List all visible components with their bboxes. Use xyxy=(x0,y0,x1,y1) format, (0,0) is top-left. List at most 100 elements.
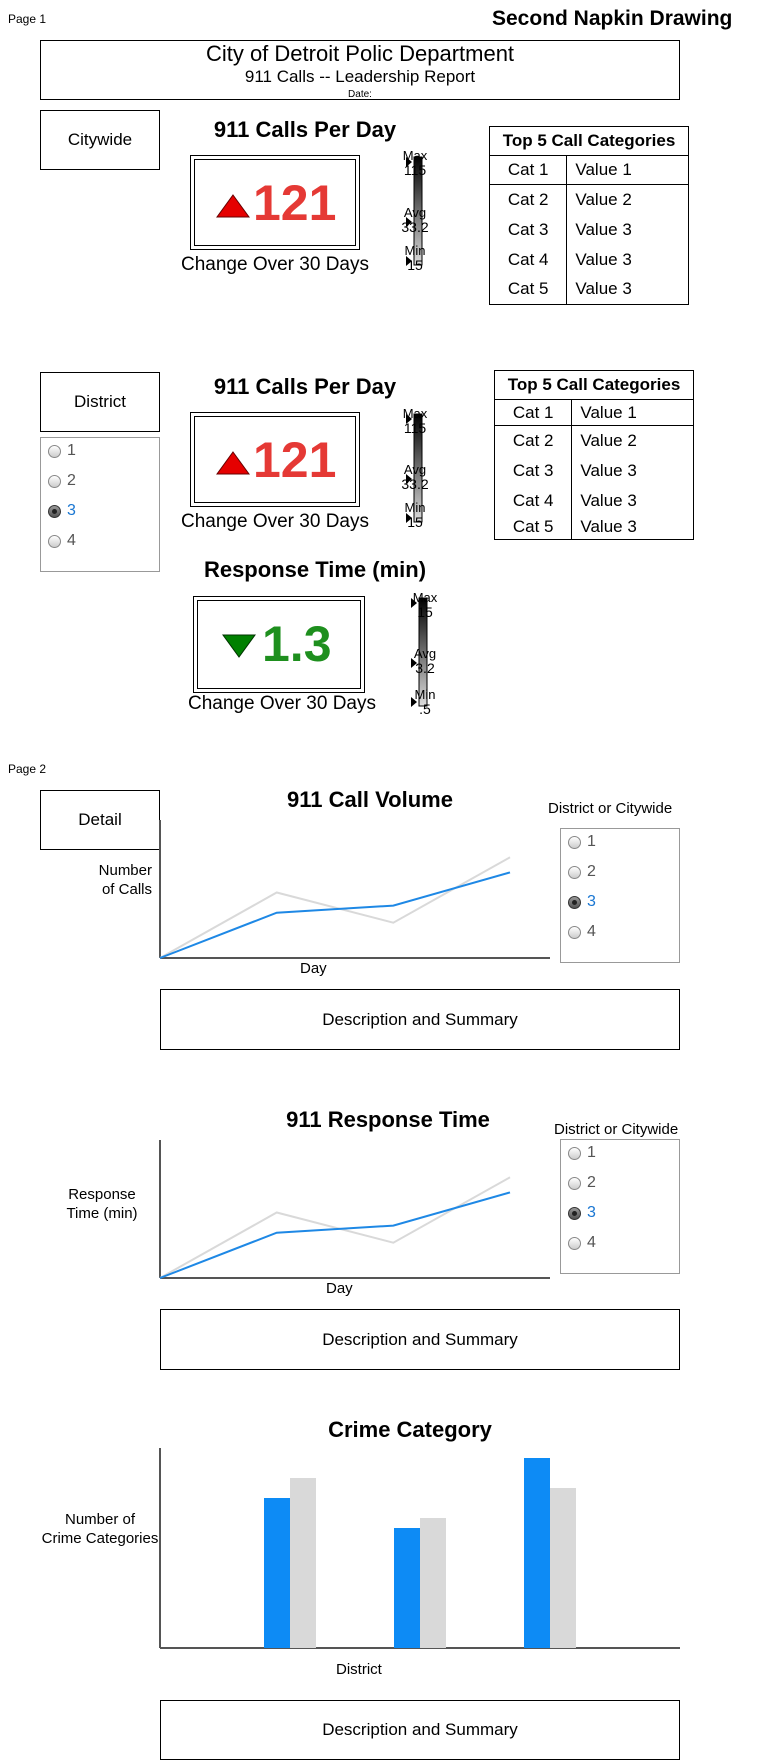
response-radio-4[interactable]: 4 xyxy=(568,1234,596,1252)
chart-title: Crime Category xyxy=(328,1417,492,1442)
bar xyxy=(550,1488,576,1648)
response-kpi-card: 1.3 xyxy=(193,596,365,693)
citywide-max: Max 115 xyxy=(402,148,428,178)
up-arrow-icon xyxy=(216,194,250,218)
chart-ylabel: Response Time (min) xyxy=(50,1185,154,1223)
detail-button[interactable]: Detail xyxy=(40,790,160,850)
bar xyxy=(420,1518,446,1648)
citywide-kpi-title: 911 Calls Per Day xyxy=(213,117,397,142)
ylabel-line: Number of xyxy=(64,1511,136,1528)
citywide-button[interactable]: Citywide xyxy=(40,110,160,170)
table-cell: Value 1 xyxy=(566,155,689,185)
chart-title: 911 Response Time xyxy=(286,1107,490,1132)
volume-radio-1[interactable]: 1 xyxy=(568,833,596,851)
radio-icon xyxy=(568,1176,581,1190)
table-cell: Cat 5 xyxy=(493,515,573,540)
table-cell: Cat 1 xyxy=(488,155,568,185)
response-caption: Change Over 30 Days xyxy=(188,693,376,714)
volume-radio-2[interactable]: 2 xyxy=(568,863,596,881)
district-radio-1[interactable]: 1 xyxy=(48,442,76,460)
citywide-avg: Avg 33.2 xyxy=(401,205,429,235)
response-radio-group: 1 2 3 4 xyxy=(560,1139,680,1274)
district-min: Min 15 xyxy=(404,500,426,530)
citywide-kpi-card: 121 xyxy=(190,155,360,250)
down-arrow-icon xyxy=(222,634,256,658)
response-time-chart xyxy=(159,1140,550,1279)
table-cell: Value 2 xyxy=(571,425,694,456)
table-cell: Cat 3 xyxy=(493,455,573,486)
series-line xyxy=(159,1191,511,1279)
top5-title: Top 5 Call Categories xyxy=(489,126,689,156)
radio-icon xyxy=(48,534,61,548)
response-radio-2[interactable]: 2 xyxy=(568,1174,596,1192)
bar xyxy=(264,1498,290,1648)
table-cell: Value 3 xyxy=(571,485,694,516)
up-arrow-icon xyxy=(216,451,250,475)
citywide-kpi-caption: Change Over 30 Days xyxy=(181,254,369,275)
series-line xyxy=(159,1176,511,1279)
radio-icon xyxy=(48,444,61,458)
series-line xyxy=(159,871,511,959)
citywide-min: Min 15 xyxy=(404,243,426,273)
bar xyxy=(524,1458,550,1648)
volume-radio-group: 1 2 3 4 xyxy=(560,828,680,963)
ylabel-line: Time (min) xyxy=(66,1205,138,1222)
ylabel-line: Crime Categories xyxy=(41,1530,159,1547)
response-radio-1[interactable]: 1 xyxy=(568,1144,596,1162)
selector-label: District or Citywide xyxy=(554,1121,679,1138)
table-cell: Value 3 xyxy=(566,244,689,275)
table-cell: Cat 4 xyxy=(488,244,568,275)
radio-icon xyxy=(568,1236,581,1250)
district-max: Max 115 xyxy=(402,406,428,436)
response-avg: Avg 3.2 xyxy=(413,646,437,676)
bar xyxy=(394,1528,420,1648)
district-kpi-title: 911 Calls Per Day xyxy=(213,374,397,399)
district-button[interactable]: District xyxy=(40,372,160,432)
table-cell: Cat 2 xyxy=(488,184,568,215)
chart-xlabel: District xyxy=(336,1661,382,1678)
page1-label: Page 1 xyxy=(8,12,47,26)
radio-selected-icon xyxy=(48,504,61,518)
chart-ylabel: Number of Calls xyxy=(60,861,152,899)
radio-icon xyxy=(48,474,61,488)
response-summary: Description and Summary xyxy=(160,1309,680,1370)
response-radio-3[interactable]: 3 xyxy=(568,1204,596,1222)
district-kpi-card: 121 xyxy=(190,412,360,507)
table-cell: Cat 4 xyxy=(493,485,573,516)
district-radio-2[interactable]: 2 xyxy=(48,472,76,490)
chart-title: 911 Call Volume xyxy=(287,787,453,812)
response-title: Response Time (min) xyxy=(203,557,427,582)
district-radio-3[interactable]: 3 xyxy=(48,502,76,520)
volume-radio-4[interactable]: 4 xyxy=(568,923,596,941)
call-volume-chart xyxy=(159,820,550,959)
response-max: Max 15 xyxy=(412,590,438,620)
response-range-scale xyxy=(411,597,428,707)
ylabel-line: of Calls xyxy=(101,881,152,898)
district-range-scale xyxy=(406,413,423,523)
district-kpi-value: 121 xyxy=(253,432,337,488)
crime-summary: Description and Summary xyxy=(160,1700,680,1760)
table-cell: Cat 1 xyxy=(493,399,573,426)
table-cell: Cat 2 xyxy=(493,425,573,456)
date-label: Date: xyxy=(348,89,372,100)
district-avg: Avg 33.2 xyxy=(401,462,429,492)
table-cell: Cat 5 xyxy=(488,274,568,305)
report-title: City of Detroit Polic Department xyxy=(205,41,515,66)
volume-radio-3[interactable]: 3 xyxy=(568,893,596,911)
selector-label: District or Citywide xyxy=(548,800,673,817)
table-cell: Value 3 xyxy=(566,214,689,245)
radio-icon xyxy=(568,835,581,849)
table-cell: Value 1 xyxy=(571,399,694,426)
radio-icon xyxy=(568,1146,581,1160)
page2-label: Page 2 xyxy=(8,762,47,776)
report-header: City of Detroit Polic Department 911 Cal… xyxy=(40,40,680,100)
series-line xyxy=(159,856,511,959)
radio-selected-icon xyxy=(568,895,581,909)
district-top5-table: Top 5 Call Categories Cat 1 Value 1 Cat 2… xyxy=(493,370,694,540)
chart-ylabel: Number of Crime Categories xyxy=(30,1510,170,1548)
radio-icon xyxy=(568,925,581,939)
response-min: Min .5 xyxy=(414,687,436,717)
district-radio-4[interactable]: 4 xyxy=(48,532,76,550)
table-cell: Value 3 xyxy=(566,274,689,305)
chart-xlabel: Day xyxy=(326,1280,353,1297)
